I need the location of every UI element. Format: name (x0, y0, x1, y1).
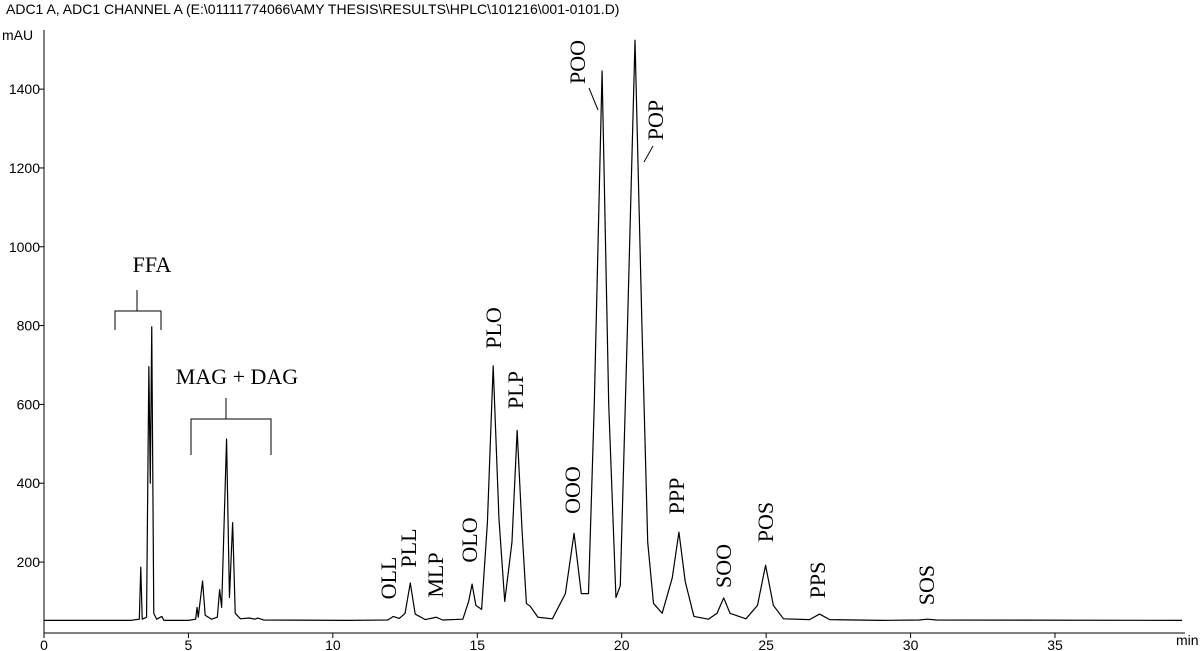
y-tick-label: 200 (17, 554, 41, 570)
y-tick-label: 1000 (9, 239, 40, 255)
peak-label: POP (643, 100, 668, 140)
peak-label: PPS (805, 562, 830, 599)
peak-label: OLO (457, 517, 482, 562)
x-tick-label: 5 (185, 637, 193, 651)
y-tick-label: 1400 (9, 81, 40, 97)
x-tick-label: 20 (614, 637, 630, 651)
y-axis-label: mAU (2, 27, 33, 43)
x-tick-label: 15 (470, 637, 486, 651)
peak-label: PLO (481, 307, 506, 349)
trace (44, 39, 1183, 621)
peak-label: MLP (423, 552, 448, 597)
mag-dag-bracket (190, 398, 272, 455)
ffa-bracket (114, 290, 162, 330)
y-tick-label: 600 (17, 396, 41, 412)
y-tick-label: 400 (17, 475, 41, 491)
x-tick-label: 0 (40, 637, 48, 651)
peak-label: PLP (503, 371, 528, 409)
x-tick-label: 10 (325, 637, 341, 651)
peak-label: FFA (133, 252, 172, 277)
poo-leader (588, 87, 599, 111)
peak-label: MAG + DAG (176, 364, 299, 389)
peak-label: SOO (711, 544, 736, 588)
peak-label: PPP (664, 478, 689, 515)
peak-label: POS (753, 502, 778, 542)
peak-label: OOO (560, 466, 585, 514)
peak-label: SOS (914, 565, 939, 605)
x-axis-label: min (1176, 632, 1199, 648)
x-tick-label: 25 (758, 637, 774, 651)
x-tick-label: 30 (903, 637, 919, 651)
peak-label: POO (565, 40, 590, 84)
peak-label: PLL (396, 528, 421, 567)
y-tick-label: 800 (17, 318, 41, 334)
chart-title: ADC1 A, ADC1 CHANNEL A (E:\01111774066\A… (6, 1, 619, 17)
y-tick-label: 1200 (9, 160, 40, 176)
x-tick-label: 35 (1047, 637, 1063, 651)
peak-label: OLL (376, 557, 401, 600)
pop-leader (643, 145, 654, 163)
